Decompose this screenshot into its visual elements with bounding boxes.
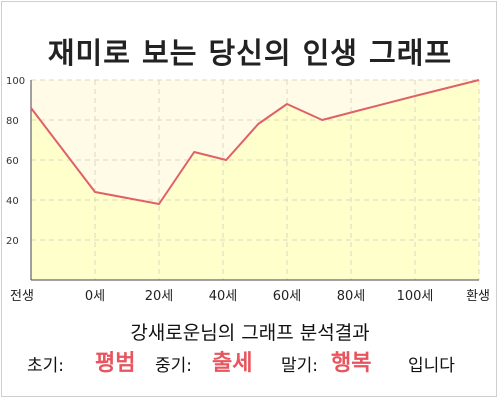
x-tick-label: 60세 (273, 289, 302, 304)
x-tick-label: 20세 (145, 289, 174, 304)
x-tick-label: 환생 (466, 289, 490, 304)
result-line: 초기: 평범 중기: 출세 말기: 행복 입니다 (0, 345, 500, 385)
x-tick-label: 전생 (10, 289, 34, 304)
x-tick-label: 0세 (85, 289, 105, 304)
y-tick-label: 40 (6, 196, 19, 207)
life-line (30, 79, 480, 205)
late-label: 말기: (281, 356, 319, 376)
early-label: 초기: (27, 356, 65, 376)
analysis-summary: 강새로운님의 그래프 분석결과 (130, 322, 370, 344)
chart-title: 재미로 보는 당신의 인생 그래프 (47, 36, 453, 70)
mid-value: 출세 (212, 351, 253, 376)
x-tick-label: 40세 (209, 289, 238, 304)
y-tick-label: 100 (6, 76, 25, 87)
y-tick-label: 20 (6, 236, 19, 247)
suffix-text: 입니다 (408, 356, 455, 376)
early-value: 평범 (95, 351, 136, 376)
y-tick-label: 80 (6, 116, 19, 127)
mid-label: 중기: (155, 356, 193, 376)
area-fill (31, 80, 479, 280)
x-tick-label: 80세 (337, 289, 366, 304)
y-tick-label: 60 (6, 156, 19, 167)
late-value: 행복 (331, 351, 372, 376)
x-tick-label: 100세 (397, 289, 434, 304)
